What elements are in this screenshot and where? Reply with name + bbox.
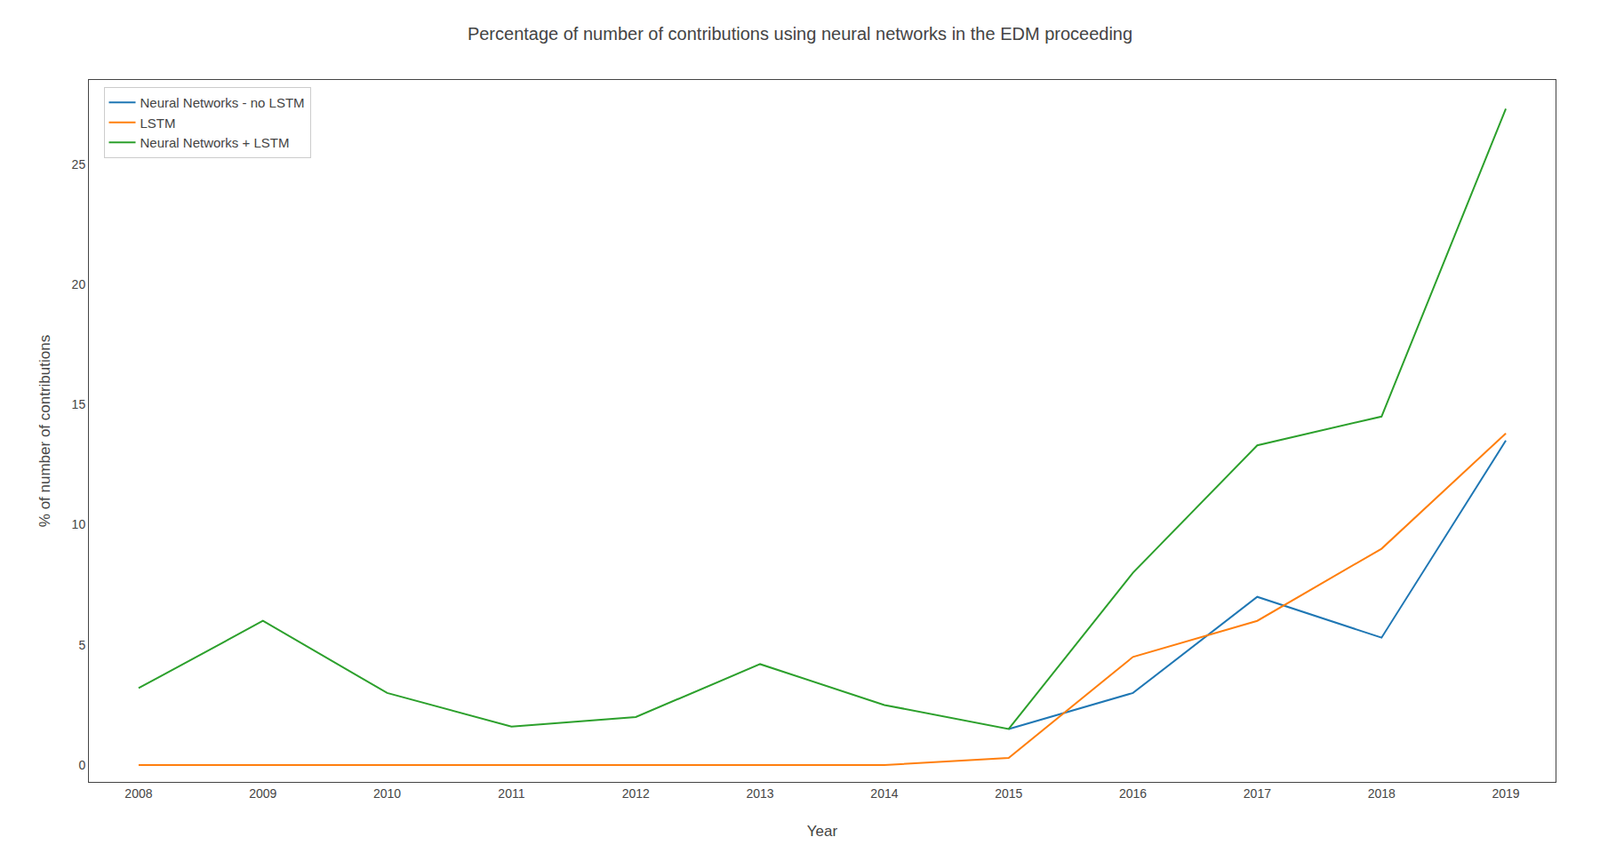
svg-text:Neural Networks + LSTM: Neural Networks + LSTM [140, 135, 290, 151]
svg-text:2017: 2017 [1243, 786, 1272, 801]
svg-text:2014: 2014 [870, 786, 898, 801]
svg-text:2012: 2012 [622, 786, 650, 801]
svg-text:Year: Year [807, 823, 839, 840]
svg-text:2016: 2016 [1119, 786, 1147, 801]
svg-text:2019: 2019 [1491, 786, 1520, 801]
svg-text:2008: 2008 [124, 786, 152, 801]
svg-text:5: 5 [78, 638, 86, 653]
svg-text:25: 25 [72, 157, 87, 172]
svg-text:20: 20 [72, 277, 87, 292]
svg-text:0: 0 [78, 758, 86, 773]
svg-text:15: 15 [72, 397, 87, 412]
svg-text:2013: 2013 [746, 786, 775, 801]
svg-text:% of number of contributions: % of number of contributions [36, 335, 54, 528]
svg-text:2011: 2011 [497, 786, 525, 801]
svg-text:Percentage of number of contri: Percentage of number of contributions us… [467, 24, 1133, 44]
svg-text:10: 10 [72, 517, 87, 532]
svg-text:2009: 2009 [248, 786, 277, 801]
svg-text:2018: 2018 [1368, 786, 1396, 801]
svg-text:2010: 2010 [373, 786, 401, 801]
svg-text:LSTM: LSTM [140, 115, 176, 131]
svg-text:2015: 2015 [994, 786, 1023, 801]
svg-text:Neural Networks - no LSTM: Neural Networks - no LSTM [140, 95, 305, 111]
